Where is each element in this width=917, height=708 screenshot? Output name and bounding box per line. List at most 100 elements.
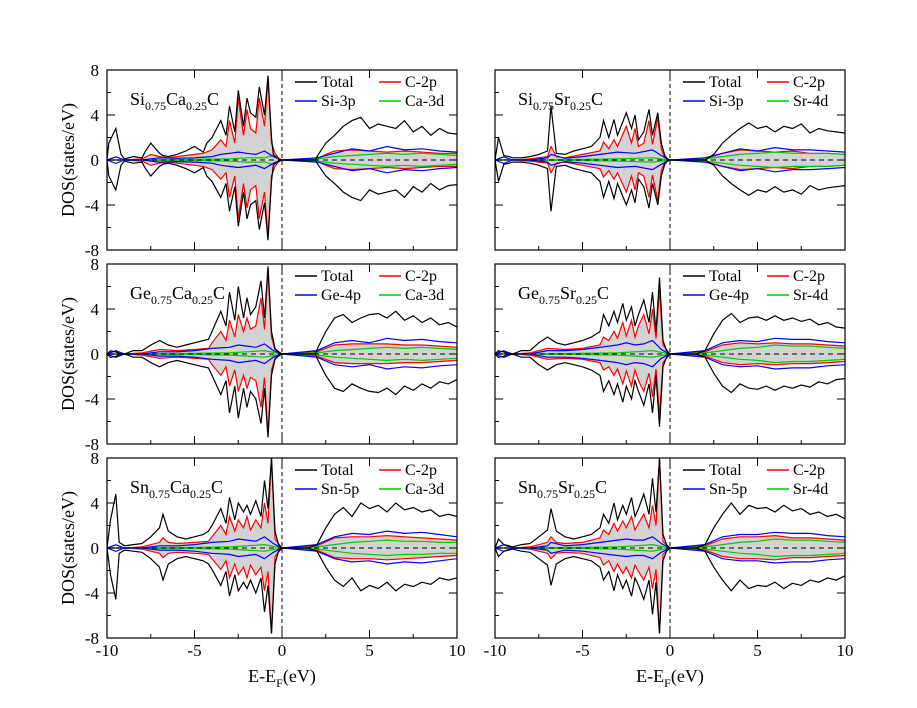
legend-label: Ge-4p — [709, 287, 749, 304]
y-tick-label: -4 — [85, 196, 100, 215]
x-tick-label: -10 — [96, 641, 119, 660]
series-ca-3d-down — [107, 547, 457, 557]
x-tick-label: -5 — [575, 641, 589, 660]
x-tick-label: -10 — [484, 641, 507, 660]
series-sr-4d-down — [495, 547, 845, 558]
title-element: C — [595, 477, 607, 497]
title-element: Sn — [518, 477, 537, 497]
title-subscript: 0.25 — [186, 99, 207, 113]
series-ge-4p-up — [107, 337, 457, 359]
y-tick-label: 4 — [91, 494, 100, 513]
panel-title: Sn0.75Sr0.25C — [518, 477, 607, 501]
title-element: Ge — [518, 283, 539, 303]
x-axis-label: E-EF(eV) — [248, 666, 316, 690]
series-total-up — [495, 277, 845, 359]
x-tick-label: 10 — [837, 641, 854, 660]
y-tick-label: -8 — [85, 241, 99, 260]
legend-label: Total — [321, 268, 354, 285]
title-subscript: 0.75 — [539, 293, 560, 307]
y-axis-label: DOS(states/eV) — [58, 297, 79, 411]
legend-label: Ge-4p — [321, 287, 361, 304]
legend-label: C-2p — [405, 268, 437, 285]
legend-label: Sr-4d — [793, 481, 828, 498]
series-si-3p-down — [107, 156, 457, 174]
x-tick-label: -5 — [187, 641, 201, 660]
fill-area-up — [495, 288, 845, 354]
fill-area-up — [495, 458, 845, 548]
legend-label: Ca-3d — [405, 481, 444, 498]
title-element: C — [211, 477, 223, 497]
series-si-3p-down — [495, 156, 845, 173]
title-subscript: 0.75 — [149, 487, 170, 501]
legend-label: Total — [709, 462, 742, 479]
series-c-2p-up — [107, 269, 457, 355]
series-total-up — [107, 75, 457, 161]
series-sr-4d-up — [495, 538, 845, 549]
legend: Total C-2p Si-3p Ca-3d — [295, 74, 444, 110]
series-ca-3d-down — [107, 159, 457, 168]
panel-title: Ge0.75Ca0.25C — [130, 283, 225, 307]
title-element: C — [597, 283, 609, 303]
title-element: Ca — [170, 477, 190, 497]
title-subscript: 0.25 — [570, 99, 591, 113]
x-tick-label: 5 — [753, 641, 762, 660]
labels-layer: DOS(states/eV) DOS(states/eV) DOS(states/e… — [58, 103, 704, 690]
x-label-sub: F — [664, 676, 671, 690]
x-axis-label: E-EF(eV) — [636, 666, 704, 690]
y-tick-label: 0 — [91, 345, 100, 364]
series-si-3p-up — [495, 146, 845, 165]
legend-label: C-2p — [793, 74, 825, 91]
legend-label: C-2p — [793, 462, 825, 479]
fill-area-up — [495, 117, 845, 160]
legend-label: Sn-5p — [709, 481, 747, 498]
fill-area-down — [107, 354, 457, 435]
y-tick-label: -8 — [85, 435, 99, 454]
series-c-2p-down — [107, 353, 457, 435]
series-sr-4d-up — [495, 344, 845, 355]
y-tick-label: -4 — [85, 390, 100, 409]
series-ca-3d-up — [107, 346, 457, 355]
title-subscript: 0.25 — [574, 487, 595, 501]
plot-area — [107, 458, 457, 634]
series-c-2p-up — [107, 78, 457, 161]
legend-label: C-2p — [405, 74, 437, 91]
series-total-down — [495, 547, 845, 634]
title-subscript: 0.25 — [192, 293, 213, 307]
legend-label: Total — [321, 74, 354, 91]
dos-panel-2: Si0.75Sr0.25C Total C-2p Si-3p Sr-4d — [494, 69, 846, 251]
title-element: C — [591, 89, 603, 109]
plot-area — [495, 105, 845, 212]
series-ca-3d-up — [107, 539, 457, 549]
series-si-3p-up — [107, 145, 457, 165]
y-tick-label: 0 — [91, 151, 100, 170]
series-sr-4d-down — [495, 353, 845, 364]
title-element: Sr — [560, 283, 576, 303]
x-tick-label: 5 — [365, 641, 374, 660]
title-element: Sn — [130, 477, 149, 497]
series-c-2p-down — [495, 547, 845, 634]
legend: Total C-2p Ge-4p Ca-3d — [295, 268, 444, 304]
legend-label: Sr-4d — [793, 93, 828, 110]
legend-label: Total — [709, 74, 742, 91]
legend-label: Total — [321, 462, 354, 479]
legend-label: Sr-4d — [793, 287, 828, 304]
y-tick-label: 4 — [91, 300, 100, 319]
series-total-up — [495, 105, 845, 161]
panel-title: Si0.75Sr0.25C — [518, 89, 603, 113]
legend: Total C-2p Sn-5p Sr-4d — [683, 462, 828, 498]
title-element: Ca — [166, 89, 186, 109]
title-subscript: 0.25 — [576, 293, 597, 307]
legend-label: Total — [709, 268, 742, 285]
title-element: Si — [518, 89, 533, 109]
series-total-up — [107, 266, 457, 359]
fill-area-down — [107, 548, 457, 634]
legend-label: C-2p — [793, 268, 825, 285]
x-label-sub: F — [276, 676, 283, 690]
series-sr-4d-up — [495, 151, 845, 161]
series-total-down — [107, 350, 457, 438]
dos-panel-4: Ge0.75Sr0.25C Total C-2p Ge-4p Sr-4d — [494, 263, 846, 445]
x-tick-label: 10 — [449, 641, 466, 660]
title-element: Ge — [130, 283, 151, 303]
y-axis-label: DOS(states/eV) — [58, 491, 79, 605]
